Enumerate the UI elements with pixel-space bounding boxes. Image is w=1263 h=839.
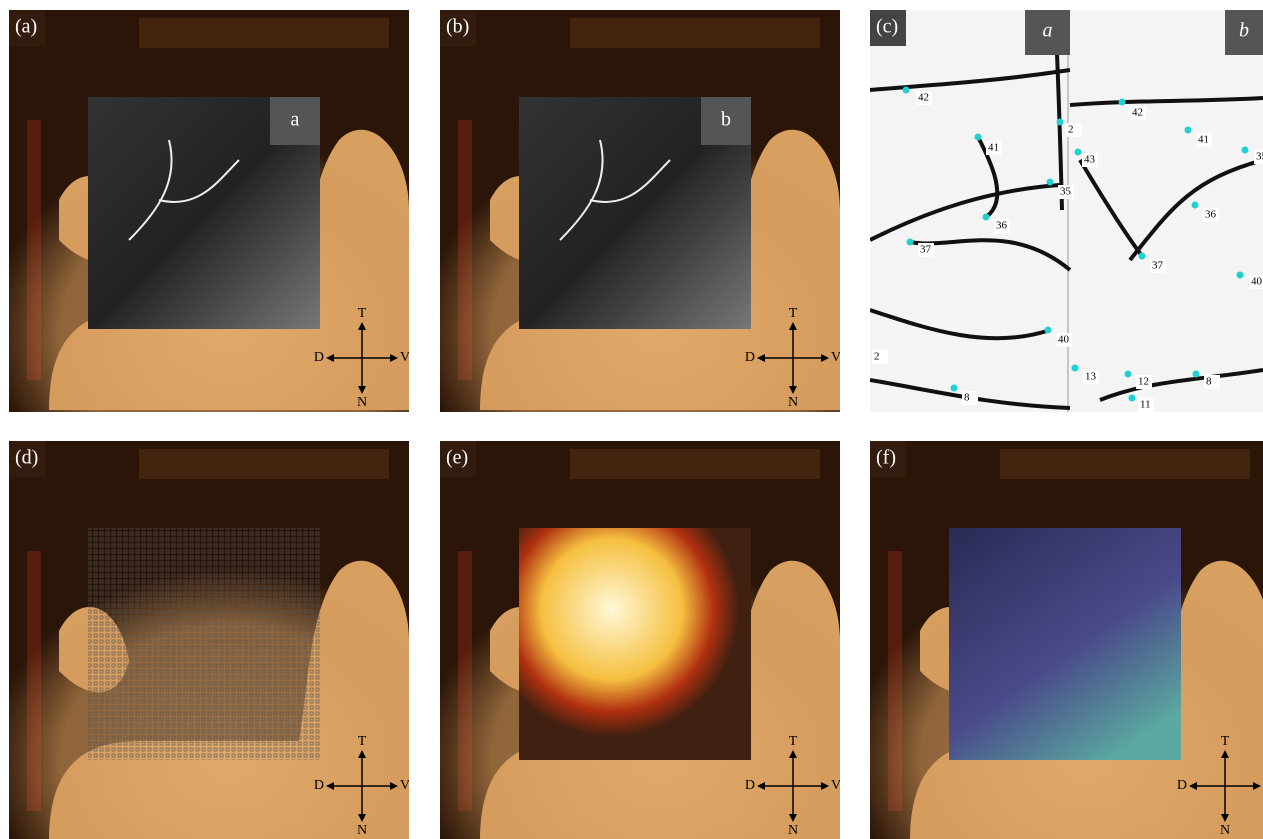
- panel-label: (a): [15, 16, 37, 38]
- chip-band: [570, 449, 820, 479]
- compass-label: V: [831, 350, 840, 365]
- compass-label: N: [788, 395, 798, 410]
- marker-dot: [975, 134, 982, 141]
- marker-dot: [1192, 202, 1199, 209]
- marker-label: 40: [1058, 334, 1070, 346]
- marker-dot: [1129, 395, 1136, 402]
- image-inset: [519, 528, 751, 760]
- marker-label: 37: [920, 244, 932, 256]
- marker-dot: [1045, 327, 1052, 334]
- compass-label: D: [314, 778, 324, 793]
- marker-dot: [1075, 149, 1082, 156]
- chip-band: [1000, 449, 1250, 479]
- panel: TDVN(f): [870, 441, 1263, 839]
- panel-label: (d): [15, 447, 38, 469]
- chip-band: [139, 449, 389, 479]
- marker-dot: [903, 87, 910, 94]
- marker-dot: [1139, 253, 1146, 260]
- marker-label: 35: [1256, 151, 1263, 163]
- marker-label: 41: [1198, 134, 1209, 146]
- inset-label: b: [1239, 20, 1249, 42]
- marker-dot: [1119, 99, 1126, 106]
- panel-label: (f): [876, 447, 896, 469]
- panel-label: (e): [446, 447, 468, 469]
- inset-label: b: [721, 109, 731, 131]
- compass-label: T: [789, 306, 798, 321]
- marker-label: 2: [1068, 124, 1074, 136]
- marker-label: 36: [996, 220, 1008, 232]
- compass-label: N: [357, 823, 367, 838]
- chip-band: [570, 18, 820, 48]
- marker-dot: [1057, 119, 1064, 126]
- marker-dot: [1125, 371, 1132, 378]
- marker-label: 2: [874, 351, 880, 363]
- marker-label: 11: [1140, 399, 1151, 411]
- compass-label: V: [400, 778, 409, 793]
- image-inset: [949, 528, 1181, 760]
- compass-label: N: [788, 823, 798, 838]
- compass-label: T: [358, 734, 367, 749]
- compass-label: V: [831, 778, 840, 793]
- marker-label: 8: [1206, 376, 1212, 388]
- panel: T D V N (e): [440, 441, 840, 839]
- compass-label: D: [1177, 778, 1187, 793]
- marker-dot: [983, 214, 990, 221]
- marker-label: 42: [918, 92, 929, 104]
- marker-label: 36: [1205, 209, 1217, 221]
- compass-label: T: [358, 306, 367, 321]
- compass-label: N: [1220, 823, 1230, 838]
- marker-dot: [1185, 127, 1192, 134]
- marker-label: 13: [1085, 371, 1097, 383]
- marker-label: 43: [1084, 154, 1096, 166]
- marker-dot: [1237, 272, 1244, 279]
- panel: T D V N (d): [9, 441, 409, 839]
- marker-label: 41: [988, 142, 999, 154]
- panel: a T D V N (a): [9, 10, 409, 412]
- marker-dot: [1193, 371, 1200, 378]
- marker-dot: [907, 239, 914, 246]
- image-inset: [88, 528, 320, 760]
- inset-label: a: [1043, 20, 1053, 42]
- figure: {"panels": [ {"label": "(a)", "inset_lab…: [0, 0, 1263, 839]
- panel-label: (b): [446, 16, 469, 38]
- marker-label: 8: [964, 392, 970, 404]
- compass-label: T: [789, 734, 798, 749]
- marker-dot: [1242, 147, 1249, 154]
- compass-label: D: [745, 350, 755, 365]
- marker-label: 35: [1060, 186, 1072, 198]
- marker-label: 37: [1152, 260, 1164, 272]
- marker-dot: [951, 385, 958, 392]
- compass-label: N: [357, 395, 367, 410]
- compass-label: D: [314, 350, 324, 365]
- compass-label: T: [1221, 734, 1230, 749]
- marker-label: 42: [1132, 107, 1143, 119]
- compass-label: D: [745, 778, 755, 793]
- panel-label: (c): [876, 16, 898, 38]
- inset-label: a: [291, 109, 300, 131]
- marker-label: 40: [1251, 276, 1263, 288]
- marker-label: 12: [1138, 376, 1149, 388]
- marker-dot: [1047, 179, 1054, 186]
- panel: 42 2 41 35 36 37 40 2 8 42 41 35 43 36 37 40 13 12 8 11 a b (c…: [870, 10, 1263, 412]
- marker-dot: [1072, 365, 1079, 372]
- chip-band: [139, 18, 389, 48]
- panel: b T D V N (b): [440, 10, 840, 412]
- compass-label: V: [400, 350, 409, 365]
